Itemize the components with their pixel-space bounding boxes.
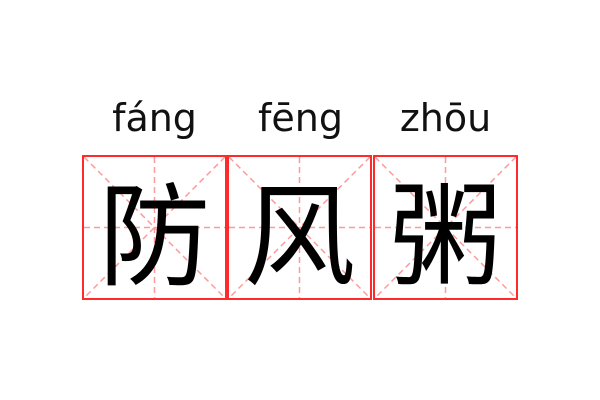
pinyin-1: fáng — [112, 96, 197, 140]
grid-cell-3: 粥 — [373, 155, 518, 303]
pinyin-3: zhōu — [399, 96, 492, 140]
guide-lines — [229, 157, 370, 298]
pinyin-2: fēng — [258, 96, 343, 140]
character-grid: 防 风 粥 — [82, 155, 518, 303]
grid-cell-2: 风 — [227, 155, 372, 303]
hanzi-2: 风 — [243, 172, 356, 303]
hanzi-3: 粥 — [389, 172, 502, 303]
grid-cell-1: 防 — [82, 155, 227, 303]
hanzi-1: 防 — [98, 172, 211, 303]
guide-lines — [375, 157, 516, 298]
guide-lines — [84, 157, 225, 298]
